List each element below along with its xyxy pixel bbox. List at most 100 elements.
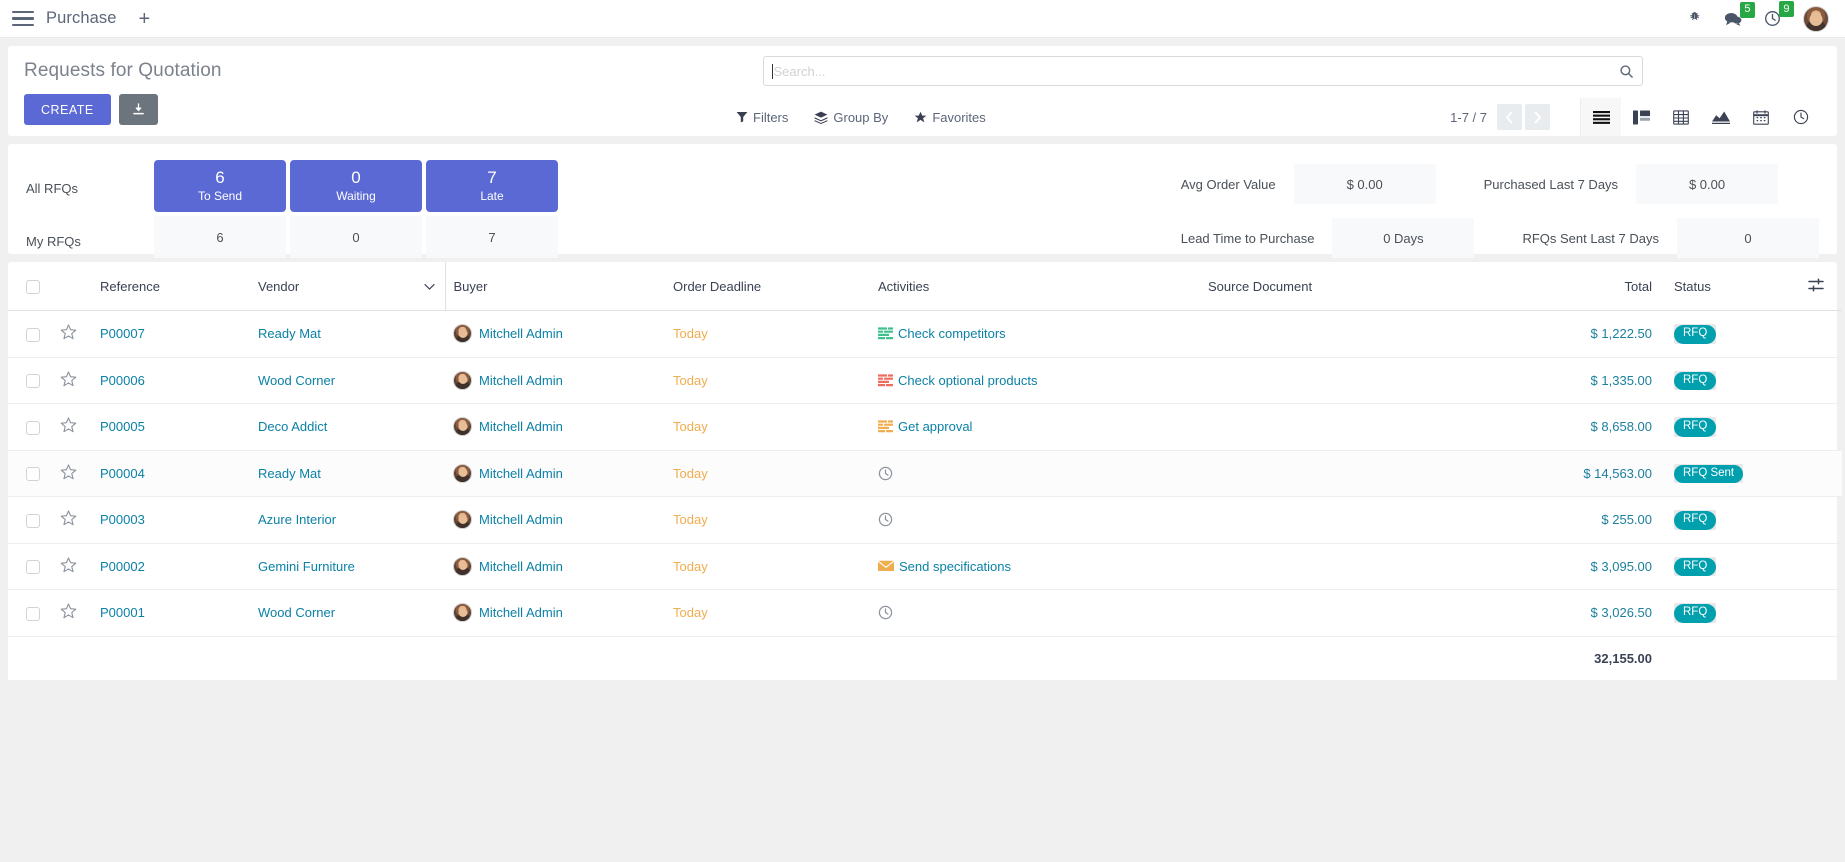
task-list-icon[interactable] — [878, 420, 893, 433]
cell-buyer[interactable]: Mitchell Admin — [445, 543, 665, 590]
vendor-link[interactable]: Azure Interior — [258, 512, 337, 528]
cell-activities[interactable]: Get approval — [870, 403, 1200, 451]
row-checkbox[interactable] — [26, 327, 40, 342]
cell-activities[interactable] — [870, 496, 1200, 544]
buyer-name[interactable]: Mitchell Admin — [479, 465, 563, 481]
activities-clock-icon[interactable]: 9 — [1764, 1, 1794, 27]
table-row[interactable]: P00003 Azure Interior Mitchell Admin Today $… — [8, 496, 1842, 544]
view-button-pivot[interactable] — [1661, 98, 1701, 136]
buyer-name[interactable]: Mitchell Admin — [479, 558, 563, 574]
cell-buyer[interactable]: Mitchell Admin — [445, 496, 665, 544]
cell-activities[interactable]: Check competitors — [870, 310, 1200, 358]
cell-order-deadline[interactable]: Today — [665, 403, 870, 451]
buyer-name[interactable]: Mitchell Admin — [479, 372, 563, 388]
envelope-icon[interactable] — [878, 560, 894, 572]
task-list-icon[interactable] — [878, 374, 893, 387]
kpi-stat-value[interactable]: $ 0.00 — [1293, 164, 1436, 204]
vendor-link[interactable]: Ready Mat — [258, 465, 321, 481]
table-row[interactable]: P00001 Wood Corner Mitchell Admin Today $ 3,… — [8, 589, 1842, 637]
cell-vendor[interactable]: Azure Interior — [250, 496, 445, 544]
status-badge[interactable]: RFQ — [1674, 371, 1717, 390]
star-icon[interactable] — [60, 603, 77, 622]
cell-order-deadline[interactable]: Today — [665, 543, 870, 590]
cell-reference[interactable]: P00004 — [92, 450, 250, 497]
header-source-document[interactable]: Source Document — [1200, 262, 1500, 311]
cell-order-deadline[interactable]: Today — [665, 496, 870, 544]
vendor-link[interactable]: Gemini Furniture — [258, 558, 355, 574]
kpi-card-all-waiting[interactable]: 0 Waiting — [290, 160, 422, 212]
cell-reference[interactable]: P00002 — [92, 543, 250, 590]
row-checkbox[interactable] — [26, 560, 40, 575]
status-badge[interactable]: RFQ Sent — [1674, 464, 1744, 483]
view-button-activity[interactable] — [1781, 98, 1821, 136]
vendor-link[interactable]: Ready Mat — [258, 326, 321, 342]
clock-icon[interactable] — [878, 466, 893, 481]
cell-order-deadline[interactable]: Today — [665, 357, 870, 404]
cell-source-document[interactable] — [1200, 543, 1500, 590]
status-badge[interactable]: RFQ — [1674, 511, 1717, 530]
favorites-dropdown[interactable]: Favorites — [914, 110, 986, 125]
cell-vendor[interactable]: Gemini Furniture — [250, 543, 445, 590]
star-icon[interactable] — [60, 557, 77, 576]
view-button-calendar[interactable] — [1741, 98, 1781, 136]
reference-link[interactable]: P00006 — [100, 372, 145, 388]
cell-order-deadline[interactable]: Today — [665, 450, 870, 497]
pager-count[interactable]: 1-7 / 7 — [1450, 109, 1487, 125]
cell-buyer[interactable]: Mitchell Admin — [445, 357, 665, 404]
cell-status[interactable]: RFQ — [1660, 357, 1790, 404]
header-reference[interactable]: Reference — [92, 262, 250, 311]
cell-source-document[interactable] — [1200, 589, 1500, 637]
cell-buyer[interactable]: Mitchell Admin — [445, 450, 665, 497]
header-activities[interactable]: Activities — [870, 262, 1200, 311]
burger-menu-icon[interactable] — [12, 10, 34, 27]
cell-total[interactable]: $ 1,222.50 — [1500, 310, 1660, 358]
kpi-card-my-to-send[interactable]: 6 — [154, 216, 286, 258]
cell-vendor[interactable]: Ready Mat — [250, 450, 445, 497]
cell-total[interactable]: $ 3,026.50 — [1500, 589, 1660, 637]
activity-label[interactable]: Send specifications — [899, 558, 1012, 574]
cell-source-document[interactable] — [1200, 450, 1500, 497]
cell-reference[interactable]: P00003 — [92, 496, 250, 544]
kpi-card-all-to-send[interactable]: 6 To Send — [154, 160, 286, 212]
reference-link[interactable]: P00001 — [100, 605, 145, 621]
cell-source-document[interactable] — [1200, 310, 1500, 358]
cell-source-document[interactable] — [1200, 357, 1500, 404]
activity-label[interactable]: Get approval — [898, 419, 973, 435]
reference-link[interactable]: P00005 — [100, 419, 145, 435]
cell-activities[interactable] — [870, 450, 1200, 497]
task-list-icon[interactable] — [878, 327, 893, 340]
row-checkbox[interactable] — [26, 513, 40, 528]
view-button-list[interactable] — [1581, 98, 1621, 136]
cell-reference[interactable]: P00005 — [92, 403, 250, 451]
cell-status[interactable]: RFQ — [1660, 543, 1790, 590]
table-row[interactable]: P00004 Ready Mat Mitchell Admin Today $ 14,5… — [8, 450, 1842, 497]
cell-total[interactable]: $ 1,335.00 — [1500, 357, 1660, 404]
select-all-checkbox[interactable] — [26, 280, 40, 295]
cell-total[interactable]: $ 14,563.00 — [1500, 450, 1660, 497]
reference-link[interactable]: P00003 — [100, 512, 145, 528]
header-buyer[interactable]: Buyer — [444, 262, 665, 311]
search-icon[interactable] — [1619, 64, 1634, 79]
cell-total[interactable]: $ 8,658.00 — [1500, 403, 1660, 451]
vendor-link[interactable]: Wood Corner — [258, 605, 336, 621]
cell-activities[interactable] — [870, 589, 1200, 637]
table-row[interactable]: P00002 Gemini Furniture Mitchell Admin Toda… — [8, 543, 1842, 590]
pager-next-button[interactable] — [1525, 104, 1550, 130]
cell-vendor[interactable]: Wood Corner — [250, 589, 445, 637]
cell-status[interactable]: RFQ — [1660, 403, 1790, 451]
cell-activities[interactable]: Check optional products — [870, 357, 1200, 404]
create-button[interactable]: CREATE — [24, 94, 111, 125]
activity-label[interactable]: Check optional products — [898, 372, 1038, 388]
chevron-down-icon[interactable] — [423, 279, 435, 294]
view-button-kanban[interactable] — [1621, 98, 1661, 136]
status-badge[interactable]: RFQ — [1674, 418, 1717, 437]
activity-label[interactable]: Check competitors — [898, 326, 1006, 342]
vendor-link[interactable]: Wood Corner — [258, 372, 336, 388]
header-status[interactable]: Status — [1660, 262, 1790, 311]
header-vendor[interactable]: Vendor — [250, 262, 445, 311]
cell-source-document[interactable] — [1200, 496, 1500, 544]
avatar[interactable] — [1803, 5, 1829, 32]
cell-buyer[interactable]: Mitchell Admin — [445, 403, 665, 451]
upload-icon[interactable] — [118, 94, 158, 125]
kpi-card-my-late[interactable]: 7 — [426, 216, 558, 258]
